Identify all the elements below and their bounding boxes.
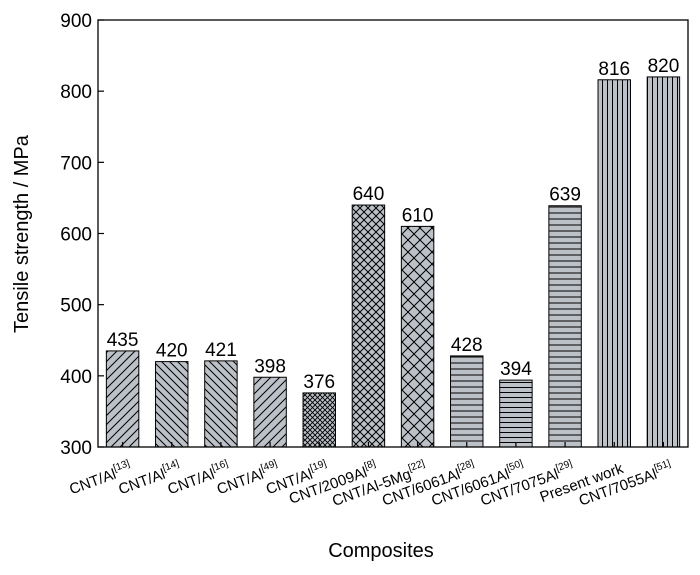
- bar: [450, 355, 484, 448]
- bar: [253, 376, 287, 448]
- bar-value-label: 435: [107, 330, 139, 351]
- bar-value-label: 394: [500, 359, 532, 380]
- bar-value-label: 820: [648, 56, 680, 77]
- bars-group: [105, 76, 681, 448]
- bar-value-label: 639: [549, 185, 581, 206]
- value-labels-group: 435 420 421 398 376 640 610 428 394 639 816 820: [107, 56, 680, 393]
- bar: [400, 225, 435, 448]
- y-axis: 300 400 500 600 700 800 900: [60, 11, 104, 459]
- y-tick-label: 600: [60, 225, 92, 246]
- x-tick-label-reference: [29]: [554, 458, 574, 474]
- bar: [302, 392, 336, 448]
- x-tick-label-reference: [49]: [259, 458, 279, 474]
- x-tick-label-reference: [28]: [456, 458, 476, 474]
- bar-value-label: 376: [303, 372, 335, 393]
- bar-value-label: 816: [598, 59, 630, 80]
- y-tick-label: 400: [60, 367, 92, 388]
- bar-value-label: 428: [451, 335, 483, 356]
- bar-value-label: 398: [254, 356, 286, 377]
- x-tick-label-reference: [22]: [407, 458, 427, 474]
- y-tick-label: 900: [60, 11, 92, 32]
- x-tick-label-reference: [13]: [112, 458, 132, 474]
- bar: [646, 76, 681, 448]
- bar: [204, 360, 238, 448]
- bar: [499, 379, 533, 448]
- plot-frame: [97, 19, 689, 448]
- bar-value-label: 610: [402, 205, 434, 226]
- x-tick-label-reference: [19]: [309, 458, 329, 474]
- bar: [548, 205, 582, 448]
- y-tick-label: 500: [60, 296, 92, 317]
- bar: [105, 350, 140, 448]
- x-tick-label-reference: [14]: [161, 458, 181, 474]
- x-tick-label-reference: [16]: [210, 458, 230, 474]
- x-tick-label-reference: [8]: [363, 458, 377, 472]
- bar: [155, 361, 189, 448]
- bar-value-label: 421: [205, 340, 237, 361]
- x-axis-title: Composites: [328, 540, 434, 562]
- y-tick-label: 800: [60, 82, 92, 103]
- y-tick-label: 700: [60, 153, 92, 174]
- y-tick-label: 300: [60, 438, 92, 459]
- y-axis-title: Tensile strength / MPa: [11, 134, 33, 333]
- x-tick-label-reference: [51]: [653, 458, 673, 474]
- bar: [351, 204, 386, 448]
- x-tick-label-reference: [50]: [505, 458, 525, 474]
- bar-value-label: 640: [353, 184, 385, 205]
- x-tick-label-text: CNT/Al: [67, 466, 118, 499]
- x-axis: CNT/Al[13]CNT/Al[14]CNT/Al[16]CNT/Al[49]…: [67, 442, 673, 510]
- bar: [597, 79, 631, 448]
- bar-value-label: 420: [156, 341, 188, 362]
